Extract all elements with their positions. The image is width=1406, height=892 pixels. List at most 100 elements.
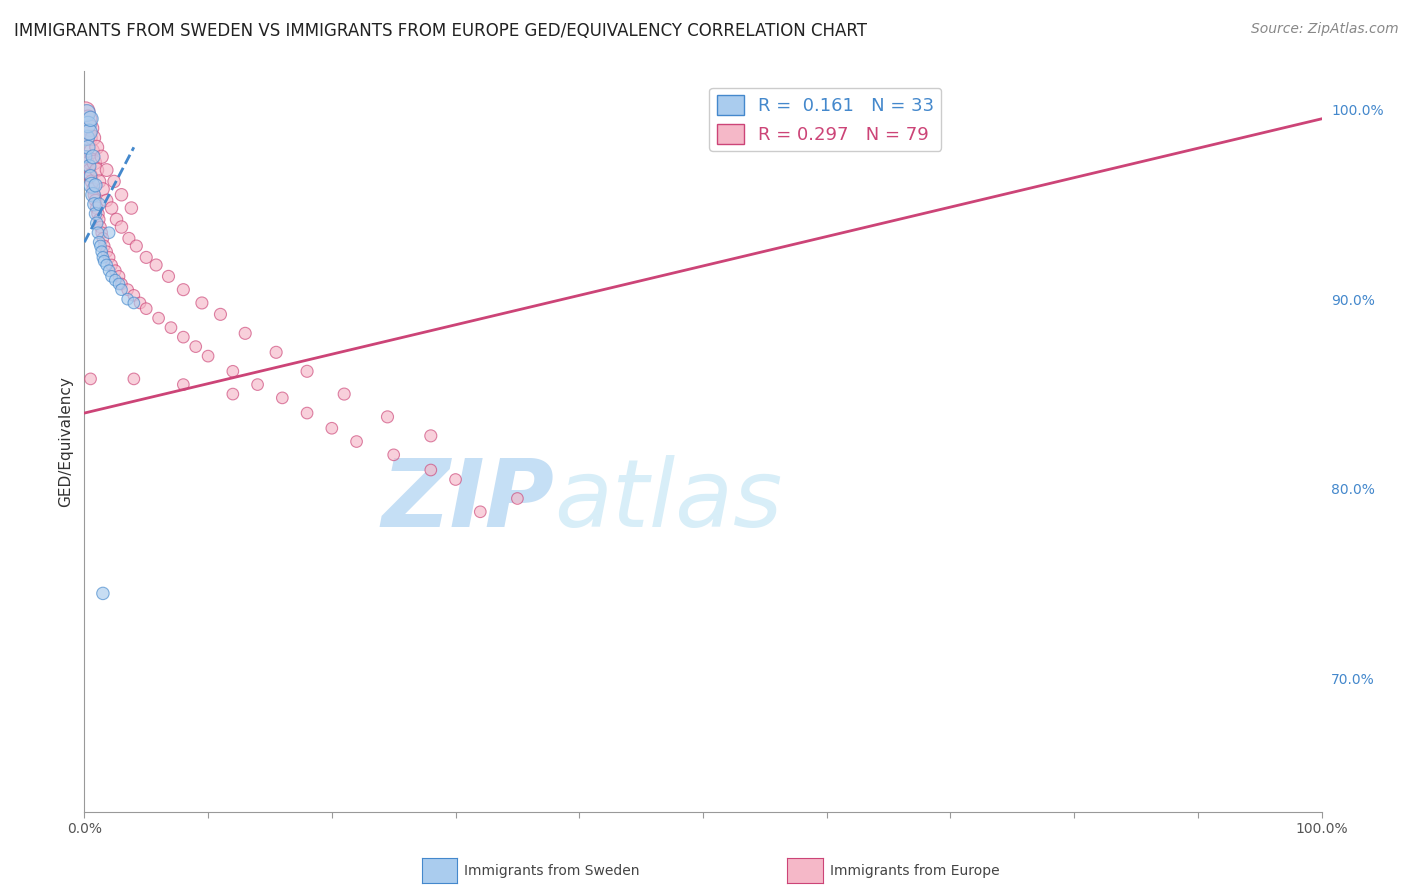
Point: [75, 104, 97, 119]
Point: [82, 182, 104, 196]
Point: [506, 491, 529, 506]
Point: [79, 163, 101, 178]
Point: [104, 273, 127, 287]
Point: [76, 150, 98, 164]
Point: [333, 387, 356, 401]
Point: [271, 391, 294, 405]
Point: [79, 121, 101, 136]
Point: [172, 330, 194, 344]
Point: [89, 212, 111, 227]
Point: [104, 263, 127, 277]
Text: atlas: atlas: [554, 455, 783, 546]
Point: [122, 288, 145, 302]
Point: [246, 377, 269, 392]
Point: [79, 125, 101, 139]
Point: [108, 269, 131, 284]
Point: [209, 307, 232, 321]
Point: [96, 163, 118, 178]
Point: [157, 269, 180, 284]
Point: [80, 174, 103, 188]
Point: [93, 239, 115, 253]
Point: [84, 194, 107, 208]
Point: [110, 283, 132, 297]
Text: Source: ZipAtlas.com: Source: ZipAtlas.com: [1251, 22, 1399, 37]
Point: [470, 505, 492, 519]
Point: [90, 226, 112, 240]
Point: [80, 178, 103, 193]
Point: [76, 106, 98, 120]
Point: [108, 277, 131, 291]
Point: [444, 473, 467, 487]
Point: [122, 296, 145, 310]
Point: [83, 197, 105, 211]
Text: Immigrants from Sweden: Immigrants from Sweden: [464, 863, 640, 878]
Point: [145, 258, 167, 272]
Point: [87, 207, 110, 221]
Point: [76, 130, 98, 145]
Point: [89, 220, 111, 235]
Point: [98, 251, 121, 265]
Point: [191, 296, 214, 310]
Point: [172, 283, 194, 297]
Point: [419, 463, 441, 477]
Point: [377, 409, 399, 424]
Y-axis label: GED/Equivalency: GED/Equivalency: [58, 376, 73, 507]
Point: [86, 140, 108, 154]
Point: [96, 194, 118, 208]
Point: [82, 130, 104, 145]
Point: [100, 201, 122, 215]
Point: [77, 140, 100, 154]
Point: [89, 174, 111, 188]
Point: [222, 387, 245, 401]
Text: Immigrants from Europe: Immigrants from Europe: [830, 863, 1000, 878]
Point: [321, 421, 343, 435]
Point: [96, 258, 118, 272]
Point: [110, 220, 132, 235]
Point: [110, 187, 132, 202]
Point: [105, 212, 128, 227]
Point: [135, 251, 157, 265]
Point: [135, 301, 157, 316]
Point: [148, 311, 170, 326]
Text: IMMIGRANTS FROM SWEDEN VS IMMIGRANTS FROM EUROPE GED/EQUIVALENCY CORRELATION CHA: IMMIGRANTS FROM SWEDEN VS IMMIGRANTS FRO…: [14, 22, 868, 40]
Point: [79, 372, 101, 386]
Point: [84, 178, 107, 193]
Point: [172, 377, 194, 392]
Point: [83, 155, 105, 169]
Point: [90, 150, 112, 164]
Point: [110, 277, 132, 291]
Point: [79, 130, 101, 145]
Point: [222, 364, 245, 378]
Point: [82, 150, 104, 164]
Point: [82, 187, 104, 202]
Point: [118, 231, 141, 245]
Point: [91, 231, 114, 245]
Point: [264, 345, 287, 359]
Point: [117, 292, 139, 306]
Point: [122, 372, 145, 386]
Point: [80, 144, 103, 158]
Point: [346, 434, 368, 449]
Point: [295, 406, 318, 420]
Point: [75, 150, 97, 164]
Point: [419, 429, 441, 443]
Point: [90, 244, 112, 259]
Point: [84, 207, 107, 221]
Point: [295, 364, 318, 378]
Point: [91, 251, 114, 265]
Point: [129, 296, 152, 310]
Point: [86, 163, 108, 178]
Point: [98, 226, 121, 240]
Legend: R =  0.161   N = 33, R = 0.297   N = 79: R = 0.161 N = 33, R = 0.297 N = 79: [710, 87, 942, 151]
Point: [79, 112, 101, 126]
Point: [79, 169, 101, 183]
Point: [117, 283, 139, 297]
Point: [86, 216, 108, 230]
Point: [100, 258, 122, 272]
Point: [103, 174, 125, 188]
Point: [83, 187, 105, 202]
Point: [77, 112, 100, 126]
Point: [125, 239, 148, 253]
Point: [233, 326, 256, 341]
Point: [87, 226, 110, 240]
